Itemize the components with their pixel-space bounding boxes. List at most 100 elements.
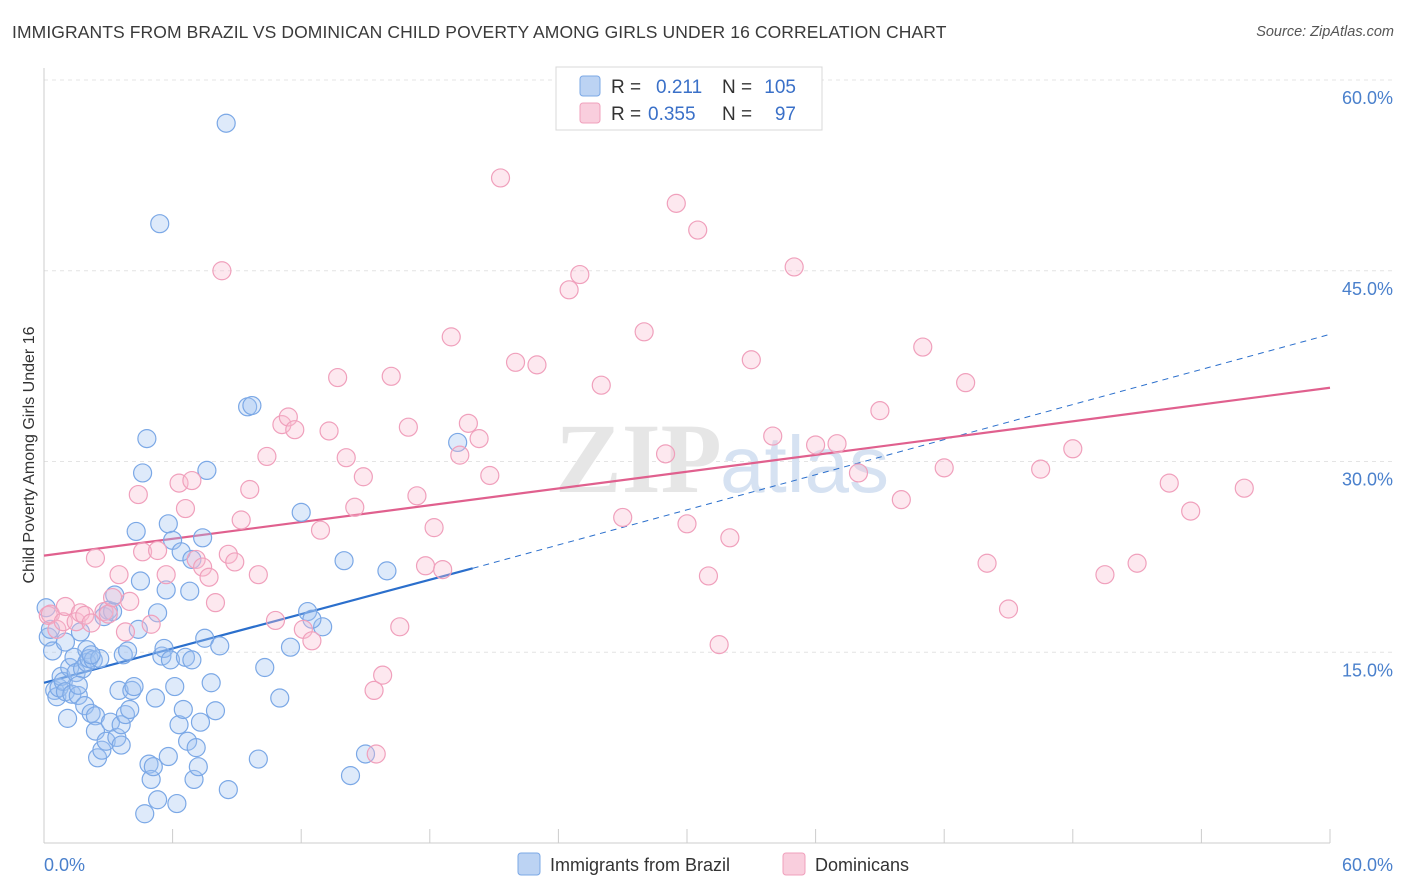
point-brazil-59 <box>154 638 174 659</box>
point-brazil-95 <box>334 551 354 571</box>
point-dominicans-67 <box>613 507 633 528</box>
point-dominicans-93 <box>1159 473 1179 493</box>
point-brazil-66 <box>167 793 187 814</box>
point-dominicans-58 <box>458 413 478 433</box>
point-brazil-92 <box>291 502 311 522</box>
trend-line-extension-brazil <box>472 333 1331 569</box>
point-dominicans-95 <box>1234 478 1254 498</box>
bottom-legend: Immigrants from Brazil Dominicans <box>517 852 909 876</box>
point-dominicans-34 <box>257 446 277 467</box>
point-brazil-94 <box>313 617 333 637</box>
point-brazil-68 <box>171 542 191 562</box>
point-brazil-75 <box>186 738 206 758</box>
point-dominicans-74 <box>709 635 729 655</box>
point-dominicans-36 <box>272 415 292 435</box>
point-dominicans-7 <box>75 605 95 625</box>
point-brazil-55 <box>147 790 168 810</box>
point-brazil-87 <box>242 395 262 416</box>
point-brazil-31 <box>96 731 116 751</box>
point-dominicans-20 <box>156 565 176 585</box>
point-dominicans-90 <box>1063 439 1083 459</box>
axes <box>43 68 1331 844</box>
point-brazil-82 <box>205 701 226 721</box>
point-brazil-57 <box>150 214 170 234</box>
point-dominicans-75 <box>720 528 740 548</box>
point-dominicans-60 <box>480 465 500 486</box>
point-brazil-100 <box>81 645 101 665</box>
data-points <box>36 113 1254 824</box>
point-dominicans-38 <box>285 420 305 440</box>
point-dominicans-33 <box>248 565 268 585</box>
point-dominicans-85 <box>934 458 954 478</box>
point-dominicans-30 <box>225 552 245 572</box>
point-dominicans-51 <box>398 417 418 437</box>
point-dominicans-22 <box>175 498 196 519</box>
point-brazil-102 <box>111 735 131 755</box>
chart-title: IMMIGRANTS FROM BRAZIL VS DOMINICAN CHIL… <box>12 22 947 42</box>
point-dominicans-70 <box>666 193 686 213</box>
point-dominicans-73 <box>698 566 719 586</box>
point-brazil-61 <box>158 746 178 767</box>
point-dominicans-35 <box>265 610 286 631</box>
point-dominicans-29 <box>218 544 238 564</box>
point-brazil-103 <box>182 650 202 670</box>
point-brazil-45 <box>126 521 146 542</box>
tick-labels: 15.0% 30.0% 45.0% 60.0% 0.0% 60.0% <box>44 88 1393 875</box>
point-brazil-56 <box>147 603 168 623</box>
point-dominicans-19 <box>147 540 168 561</box>
point-brazil-73 <box>182 549 202 570</box>
point-dominicans-17 <box>132 542 153 562</box>
point-dominicans-31 <box>231 510 251 530</box>
point-dominicans-88 <box>998 599 1019 619</box>
point-dominicans-45 <box>345 497 365 517</box>
point-dominicans-63 <box>527 355 547 375</box>
x-tick-label-1: 60.0% <box>1342 855 1393 875</box>
point-dominicans-27 <box>205 593 226 613</box>
point-dominicans-77 <box>763 426 783 446</box>
point-dominicans-28 <box>212 261 232 281</box>
point-brazil-42 <box>120 699 140 720</box>
point-dominicans-14 <box>115 622 136 642</box>
bottom-legend-swatch-dominicans <box>782 852 806 876</box>
point-dominicans-81 <box>848 463 869 483</box>
point-dominicans-18 <box>141 614 161 634</box>
point-dominicans-52 <box>407 486 427 506</box>
point-dominicans-49 <box>381 366 401 386</box>
point-dominicans-8 <box>81 613 101 633</box>
point-dominicans-15 <box>120 591 140 611</box>
point-brazil-80 <box>197 460 217 481</box>
point-brazil-83 <box>210 636 230 656</box>
point-dominicans-46 <box>353 467 373 487</box>
point-dominicans-94 <box>1181 501 1201 521</box>
legend-n-label-brazil: N = <box>722 77 752 98</box>
point-brazil-91 <box>280 637 301 657</box>
point-dominicans-26 <box>199 567 219 587</box>
point-brazil-63 <box>160 650 181 670</box>
y-axis-label: Child Poverty Among Girls Under 16 <box>21 326 38 583</box>
point-dominicans-44 <box>336 448 356 468</box>
point-dominicans-80 <box>827 434 847 454</box>
legend-r-label-brazil: R = <box>611 77 641 98</box>
point-dominicans-23 <box>182 470 202 491</box>
point-dominicans-41 <box>310 520 331 540</box>
point-brazil-77 <box>190 712 211 732</box>
point-brazil-50 <box>137 429 157 449</box>
point-dominicans-66 <box>591 375 611 395</box>
point-dominicans-91 <box>1095 565 1115 585</box>
legend-r-value-brazil: 0.211 <box>656 77 702 98</box>
trend-lines <box>43 333 1331 684</box>
point-brazil-76 <box>188 757 208 777</box>
trend-line-dominicans <box>43 386 1331 557</box>
watermark: ZIP <box>555 403 722 514</box>
point-dominicans-48 <box>373 665 393 685</box>
point-dominicans-96 <box>366 744 386 764</box>
point-brazil-54 <box>145 688 166 708</box>
y-tick-label-1: 30.0% <box>1342 470 1393 490</box>
point-brazil-67 <box>169 715 189 735</box>
point-dominicans-78 <box>784 257 804 277</box>
legend-swatch-dominicans <box>579 102 601 124</box>
point-brazil-41 <box>117 641 138 661</box>
legend-r-value-dominicans: 0.355 <box>648 104 696 125</box>
point-brazil-101 <box>68 675 88 695</box>
point-dominicans-57 <box>450 445 470 465</box>
